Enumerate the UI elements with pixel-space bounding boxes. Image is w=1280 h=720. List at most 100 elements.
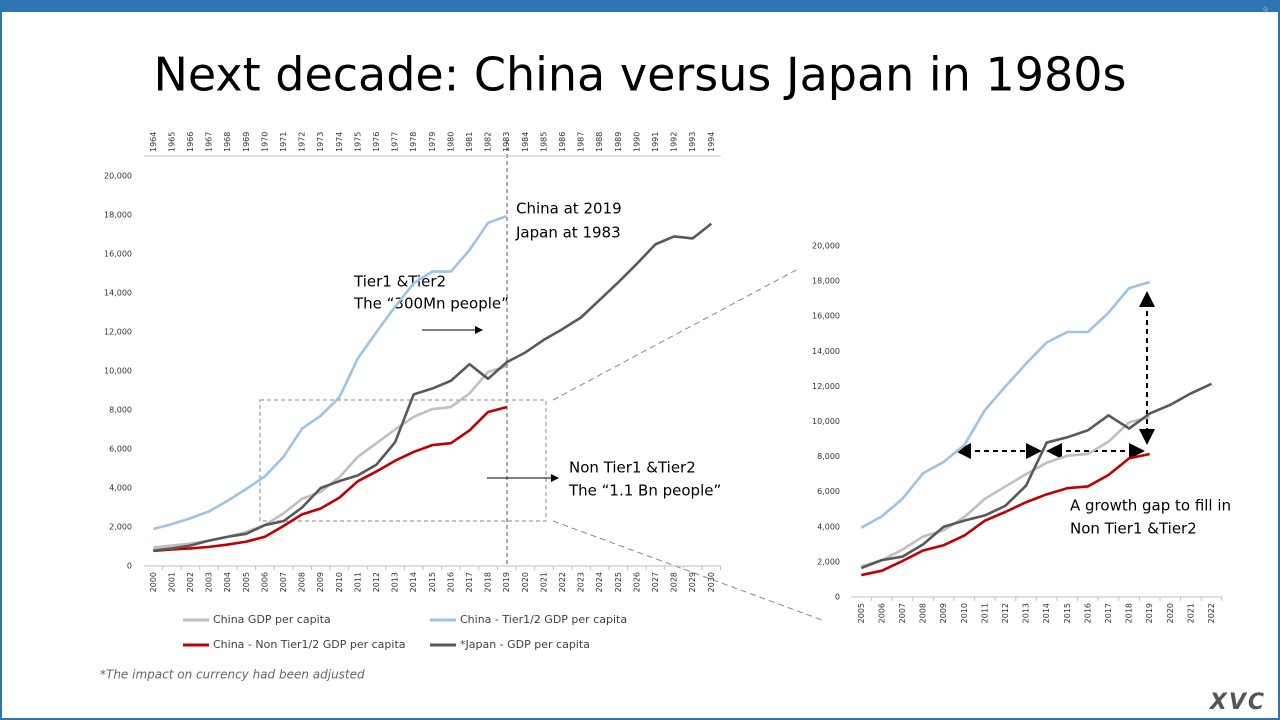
x-tick-label: 2007 [279,572,288,592]
y-tick-label: 4,000 [109,484,132,493]
x-tick-label: 2019 [502,572,511,592]
top-tick-label: 1972 [298,132,307,152]
series-line [152,214,508,531]
y-tick-label: 16,000 [104,250,132,259]
x-tick-label: 2002 [186,572,195,592]
top-tick-label: 1978 [409,132,418,152]
y-tick-label: 18,000 [104,211,132,220]
top-tick-label: 1974 [335,132,344,152]
x-tick-label: 2010 [335,572,344,592]
annotation: The “1.1 Bn people” [568,482,721,500]
series-line [153,222,713,552]
x-tick-label: 2024 [595,572,604,592]
x-tick-label: 2022 [1207,603,1216,623]
x-tick-label: 2011 [980,603,989,623]
x-tick-label: 2020 [1166,603,1175,623]
x-tick-label: 2007 [898,603,907,623]
x-tick-label: 2016 [446,572,455,592]
x-tick-label: 2018 [1125,603,1134,623]
top-tick-label: 1965 [167,132,176,152]
y-tick-label: 6,000 [817,487,840,496]
top-tick-label: 1980 [446,132,455,152]
y-tick-label: 4,000 [817,522,840,531]
x-tick-label: 2001 [167,572,176,592]
x-tick-label: 2005 [857,603,866,623]
x-tick-label: 2025 [614,572,623,592]
annotation: Japan at 1983 [515,224,621,242]
x-tick-label: 2029 [688,572,697,592]
y-tick-label: 12,000 [812,382,840,391]
top-tick-label: 1990 [632,132,641,152]
y-tick-label: 0 [127,562,132,571]
y-tick-label: 20,000 [812,242,840,251]
x-tick-label: 2015 [428,572,437,592]
y-tick-label: 20,000 [104,172,132,181]
top-tick-label: 1987 [577,132,586,152]
x-tick-label: 2028 [670,572,679,592]
legend-label: China - Non Tier1/2 GDP per capita [213,638,406,651]
top-tick-label: 1985 [539,132,548,152]
x-tick-label: 2012 [1001,603,1010,623]
top-bar [0,0,1280,12]
top-tick-label: 1973 [316,132,325,152]
top-tick-label: 1989 [614,132,623,152]
y-tick-label: 6,000 [109,445,132,454]
x-tick-label: 2014 [409,572,418,592]
x-tick-label: 2015 [1063,603,1072,623]
y-tick-label: 12,000 [104,328,132,337]
top-tick-label: 1994 [707,132,716,152]
top-tick-label: 1964 [149,132,158,152]
x-tick-label: 2017 [465,572,474,592]
y-tick-label: 16,000 [812,312,840,321]
x-tick-label: 2021 [539,572,548,592]
y-tick-label: 8,000 [109,406,132,415]
legend-label: China - Tier1/2 GDP per capita [460,613,627,626]
top-tick-label: 1981 [465,132,474,152]
x-tick-label: 2017 [1104,603,1113,623]
top-tick-label: 1967 [205,132,214,152]
legend-label: *Japan - GDP per capita [460,638,590,651]
top-tick-label: 1982 [484,132,493,152]
top-tick-label: 1969 [242,132,251,152]
x-tick-label: 2009 [316,572,325,592]
y-tick-label: 10,000 [104,367,132,376]
annotation: China at 2019 [516,200,622,218]
top-tick-label: 1992 [670,132,679,152]
series-line [860,382,1213,570]
x-tick-label: 2010 [960,603,969,623]
y-tick-label: 10,000 [812,417,840,426]
x-tick-label: 2026 [632,572,641,592]
top-tick-label: 1966 [186,132,195,152]
top-tick-label: 1979 [428,132,437,152]
series-line [860,280,1151,529]
x-tick-label: 2004 [223,572,232,592]
page-number: 9 [1263,6,1268,15]
x-tick-label: 2008 [919,603,928,623]
x-tick-label: 2005 [242,572,251,592]
x-tick-label: 2016 [1083,603,1092,623]
y-tick-label: 0 [835,593,840,602]
x-tick-label: 2013 [391,572,400,592]
x-tick-label: 2012 [372,572,381,592]
x-tick-label: 2019 [1145,603,1154,623]
x-tick-label: 2009 [939,603,948,623]
annotation: Non Tier1 &Tier2 [1070,520,1197,538]
x-tick-label: 2030 [707,572,716,592]
logo: XVC [1208,690,1266,715]
top-tick-label: 1993 [688,132,697,152]
top-tick-label: 1986 [558,132,567,152]
annotation: Tier1 &Tier2 [353,273,446,291]
x-tick-label: 2018 [484,572,493,592]
top-tick-label: 1977 [391,132,400,152]
y-tick-label: 2,000 [817,557,840,566]
series-line [861,452,1150,577]
x-tick-label: 2008 [298,572,307,592]
top-tick-label: 1991 [651,132,660,152]
top-tick-label: 1968 [223,132,232,152]
x-tick-label: 2023 [577,572,586,592]
x-tick-label: 2020 [521,572,530,592]
top-tick-label: 1988 [595,132,604,152]
top-tick-label: 1976 [372,132,381,152]
x-tick-label: 2006 [260,572,269,592]
